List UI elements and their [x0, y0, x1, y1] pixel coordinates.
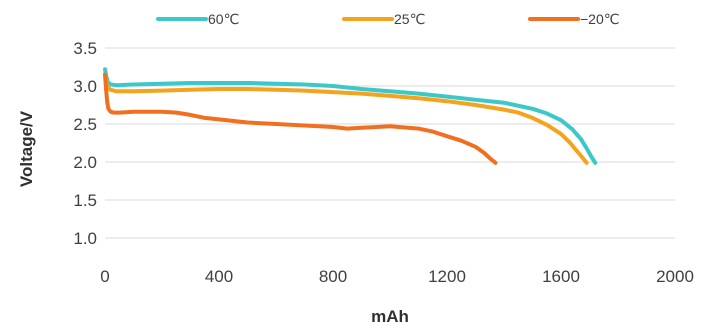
- x-tick-label: 400: [205, 267, 233, 286]
- series-line-0: [103, 67, 598, 165]
- series-line-2: [103, 72, 498, 165]
- x-axis-ticks: 0 400 800 1200 1600 2000: [100, 267, 694, 286]
- legend-label: 60℃: [208, 11, 239, 27]
- legend-label: 25℃: [394, 11, 425, 27]
- y-tick-label: 1.5: [73, 191, 97, 210]
- legend-label: −20℃: [580, 11, 619, 27]
- legend: 60℃ 25℃ −20℃: [156, 11, 619, 27]
- series-line-1: [103, 72, 589, 165]
- y-axis-title: Voltage/V: [17, 110, 36, 187]
- series-lines: [103, 67, 598, 165]
- gridlines: [105, 47, 675, 239]
- y-tick-label: 1.0: [73, 229, 97, 248]
- y-tick-label: 3.0: [73, 77, 97, 96]
- y-axis-ticks: 1.0 1.5 2.0 2.5 3.0 3.5: [73, 39, 97, 248]
- x-tick-label: 800: [319, 267, 347, 286]
- x-tick-label: 0: [100, 267, 109, 286]
- y-tick-label: 3.5: [73, 39, 97, 58]
- x-tick-label: 1600: [542, 267, 580, 286]
- y-tick-label: 2.0: [73, 153, 97, 172]
- x-axis-title: mAh: [371, 307, 409, 326]
- x-tick-label: 2000: [656, 267, 694, 286]
- y-tick-label: 2.5: [73, 115, 97, 134]
- x-tick-label: 1200: [428, 267, 466, 286]
